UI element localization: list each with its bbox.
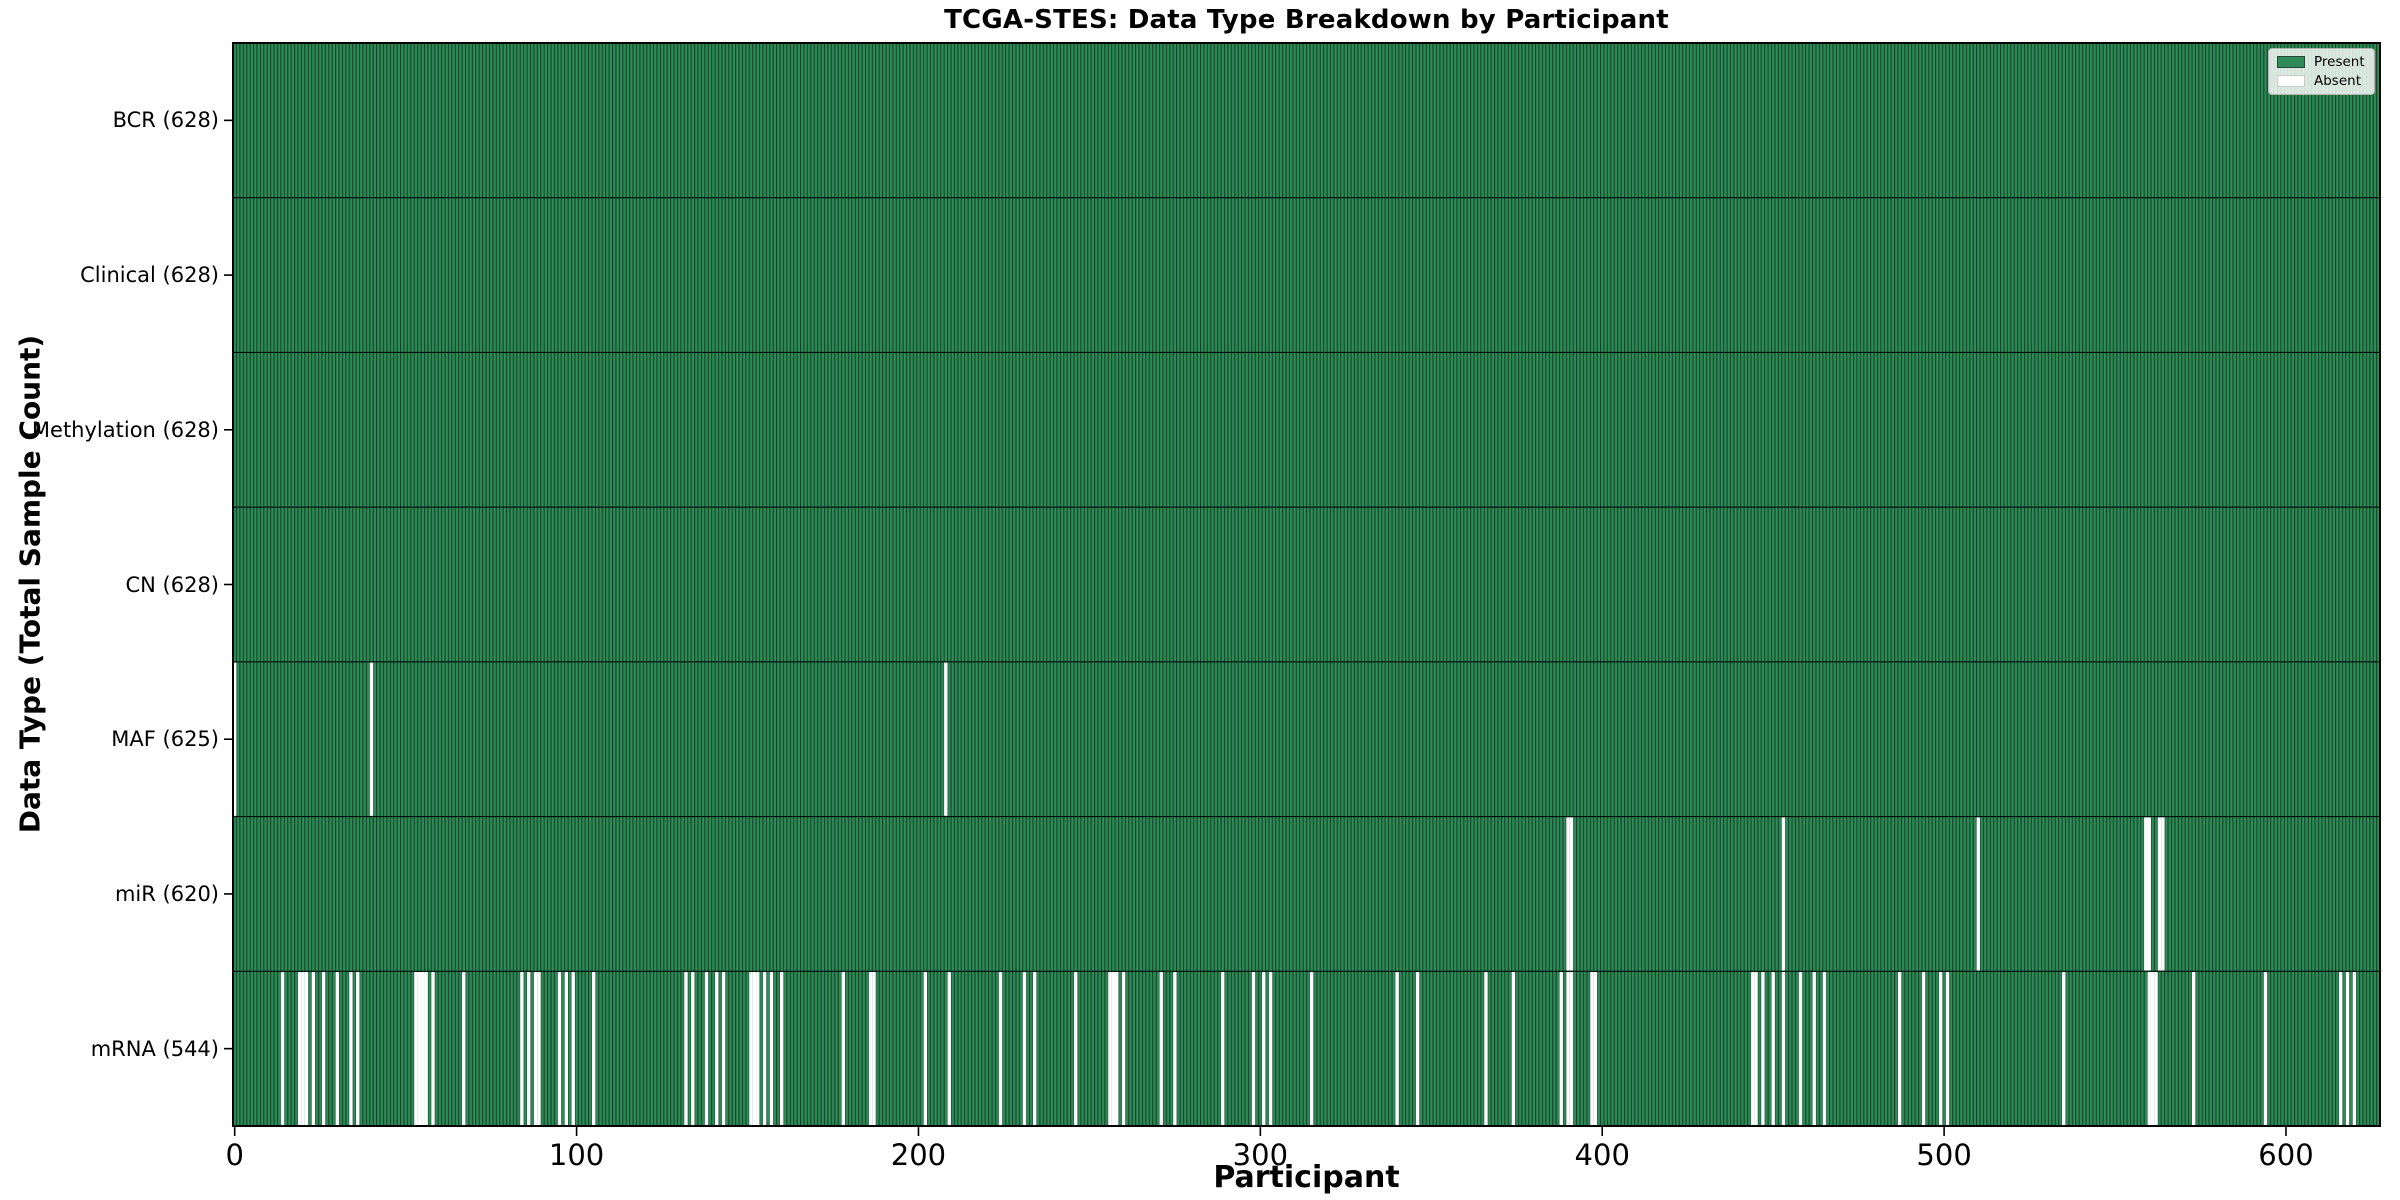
- chart-title: TCGA-STES: Data Type Breakdown by Partic…: [944, 5, 1669, 35]
- x-tick-label-100: 100: [548, 1138, 605, 1172]
- x-tick-label-200: 200: [890, 1138, 947, 1172]
- legend: Present Absent: [2268, 48, 2375, 95]
- x-tick-label-400: 400: [1574, 1138, 1630, 1172]
- x-tick-label-500: 500: [1916, 1138, 1972, 1172]
- legend-item-present: Present: [2277, 54, 2365, 70]
- y-tick-label-BCR: BCR (628): [112, 108, 219, 133]
- legend-label-absent: Absent: [2314, 73, 2361, 89]
- y-tick-label-MAF: MAF (625): [111, 727, 219, 752]
- x-tick-label-0: 0: [225, 1138, 244, 1172]
- y-tick-label-Methylation: Methylation (628): [31, 417, 219, 442]
- absent-swatch-icon: [2277, 75, 2305, 87]
- legend-label-present: Present: [2314, 54, 2365, 70]
- y-tick-label-Clinical: Clinical (628): [80, 263, 219, 288]
- y-tick-label-mRNA: mRNA (544): [90, 1036, 219, 1061]
- legend-item-absent: Absent: [2277, 73, 2365, 89]
- y-tick-label-CN: CN (628): [125, 572, 219, 597]
- present-swatch-icon: [2277, 56, 2305, 68]
- y-tick-label-miR: miR (620): [114, 881, 219, 906]
- x-axis-title: Participant: [1213, 1160, 1400, 1195]
- x-tick-label-300: 300: [1232, 1138, 1289, 1172]
- x-tick-label-600: 600: [2258, 1138, 2314, 1172]
